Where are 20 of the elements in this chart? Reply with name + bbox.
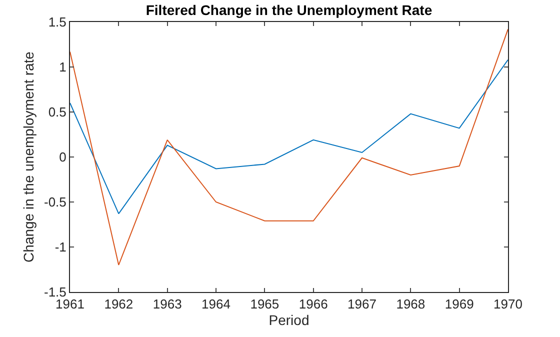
y-tick-label: 0 xyxy=(59,150,66,165)
line-series xyxy=(70,28,508,266)
x-tick-label: 1967 xyxy=(348,296,376,312)
y-axis-title: Change in the unemployment rate xyxy=(20,51,37,262)
x-tick-label: 1969 xyxy=(444,296,474,312)
x-tick-label: 1966 xyxy=(298,296,328,312)
y-tick-label: 1.5 xyxy=(48,14,66,30)
y-tick-label: -1 xyxy=(54,240,66,255)
line-series xyxy=(70,59,508,214)
x-tick-label: 1968 xyxy=(396,296,426,312)
x-tick-label: 1965 xyxy=(250,296,280,312)
x-tick-label: 1962 xyxy=(104,296,134,312)
x-axis-title: Period xyxy=(268,312,310,328)
x-tick-label: 1963 xyxy=(152,296,182,312)
chart-title: Filtered Change in the Unemployment Rate xyxy=(146,2,432,18)
y-tick-label: 0.5 xyxy=(48,104,66,120)
x-tick-label: 1964 xyxy=(202,296,230,312)
y-tick-label: 1 xyxy=(59,60,66,75)
y-tick-label: -0.5 xyxy=(44,194,66,210)
x-tick-label: 1970 xyxy=(494,296,522,312)
